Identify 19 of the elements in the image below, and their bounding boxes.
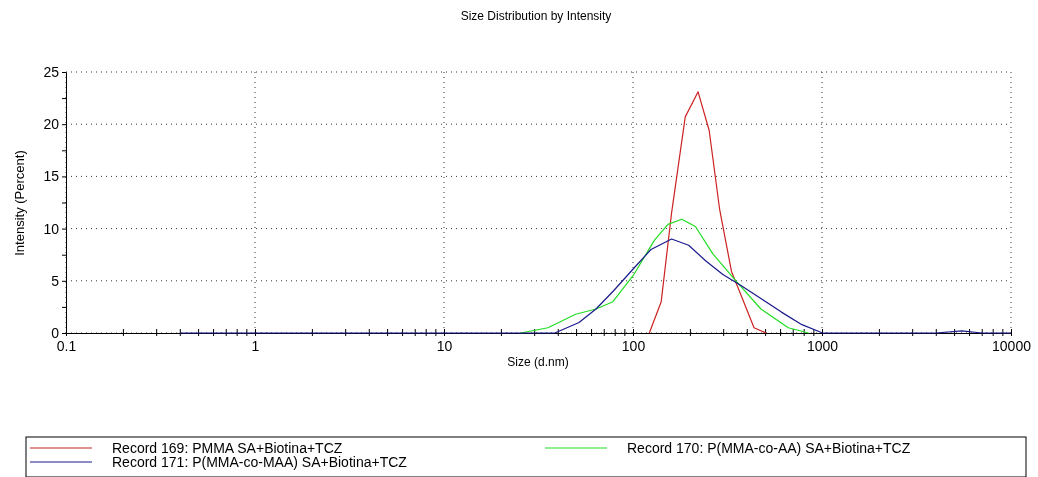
x-axis-title: Size (d.nm) <box>507 355 569 369</box>
legend-label: Record 169: PMMA SA+Biotina+TCZ <box>112 440 343 456</box>
y-tick-label: 0 <box>51 324 60 341</box>
y-axis-title: Intensity (Percent) <box>12 150 27 256</box>
y-tick-label: 15 <box>43 168 60 185</box>
line-series <box>648 91 767 334</box>
legend-label: Record 171: P(MMA-co-MAA) SA+Biotina+TCZ <box>112 454 408 470</box>
y-tick-label: 20 <box>43 116 60 133</box>
y-tick-label: 5 <box>51 272 60 289</box>
x-tick-label: 10 <box>436 338 453 355</box>
x-tick-label: 1000 <box>806 338 839 355</box>
chart-title: Size Distribution by Intensity <box>460 9 612 23</box>
y-tick-label: 10 <box>43 220 60 237</box>
x-tick-label: 100 <box>621 338 646 355</box>
legend-label: Record 170: P(MMA-co-AA) SA+Biotina+TCZ <box>627 440 911 456</box>
x-tick-label: 0.1 <box>56 338 77 355</box>
x-tick-label: 10000 <box>992 338 1032 355</box>
y-tick-label: 25 <box>43 63 60 80</box>
x-tick-label: 1 <box>251 338 260 355</box>
